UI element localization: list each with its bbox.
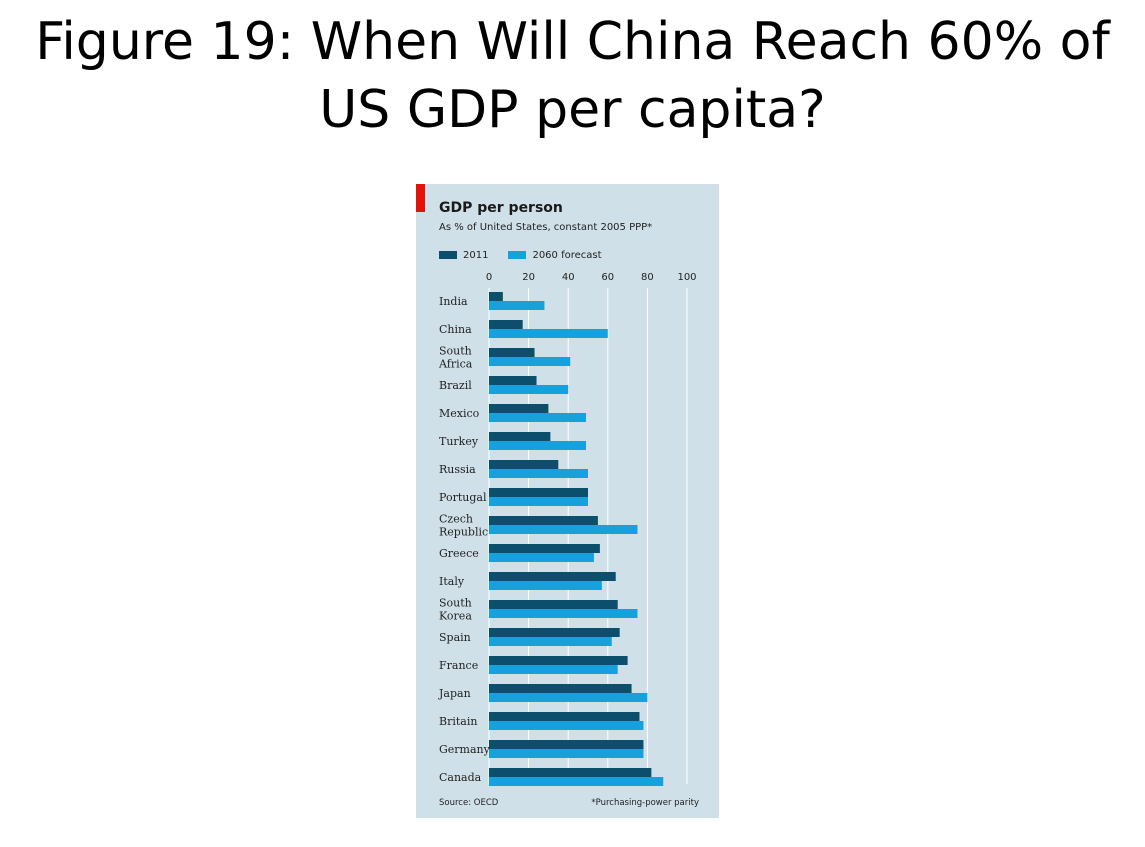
- x-tick-label-100: 100: [677, 272, 696, 283]
- category-label-spain: Spain: [439, 631, 471, 644]
- bar-2060-italy: [489, 581, 602, 590]
- category-label-czech-republic: Czech Republic: [439, 513, 488, 539]
- bar-2060-japan: [489, 693, 647, 702]
- bar-2060-britain: [489, 721, 643, 730]
- bar-2060-india: [489, 301, 544, 310]
- category-label-south-korea: South Korea: [439, 597, 472, 623]
- bar-2011-south-korea: [489, 600, 618, 609]
- bar-2060-brazil: [489, 385, 568, 394]
- bar-2060-mexico: [489, 413, 586, 422]
- category-label-portugal: Portugal: [439, 491, 487, 504]
- category-label-britain: Britain: [439, 715, 477, 728]
- chart-title: GDP per person: [439, 200, 563, 216]
- bar-2060-russia: [489, 469, 588, 478]
- category-label-china: China: [439, 323, 472, 336]
- bar-2060-portugal: [489, 497, 588, 506]
- bar-2011-spain: [489, 628, 620, 637]
- legend-item-2060: 2060 forecast: [508, 250, 601, 261]
- bar-2060-germany: [489, 749, 643, 758]
- category-label-india: India: [439, 295, 468, 308]
- chart-source: Source: OECD: [439, 798, 498, 808]
- bar-2060-south-korea: [489, 609, 638, 618]
- bar-2060-france: [489, 665, 618, 674]
- category-label-canada: Canada: [439, 771, 482, 784]
- bar-2060-turkey: [489, 441, 586, 450]
- bar-2011-britain: [489, 712, 639, 721]
- chart-panel: GDP per person As % of United States, co…: [416, 184, 719, 818]
- category-label-russia: Russia: [439, 463, 476, 476]
- bar-2060-czech-republic: [489, 525, 638, 534]
- slide-title: Figure 19: When Will China Reach 60% of …: [0, 8, 1145, 144]
- bar-2060-greece: [489, 553, 594, 562]
- bar-chart: 0 20 40 60 80 100 India China South Africa Brazil M…: [416, 268, 719, 794]
- x-tick-label-80: 80: [641, 272, 654, 283]
- legend-swatch-2011: [439, 251, 457, 259]
- bar-2011-italy: [489, 572, 616, 581]
- bar-2060-spain: [489, 637, 612, 646]
- chart-legend: 2011 2060 forecast: [439, 248, 622, 262]
- legend-item-2011: 2011: [439, 250, 488, 261]
- x-tick-label-60: 60: [601, 272, 614, 283]
- bar-2060-canada: [489, 777, 663, 786]
- category-label-brazil: Brazil: [439, 379, 472, 392]
- chart-subtitle: As % of United States, constant 2005 PPP…: [439, 222, 652, 233]
- bar-2011-germany: [489, 740, 643, 749]
- category-label-japan: Japan: [438, 687, 471, 700]
- bar-2011-czech-republic: [489, 516, 598, 525]
- bar-2011-china: [489, 320, 523, 329]
- x-tick-label-40: 40: [562, 272, 575, 283]
- legend-label-2060: 2060 forecast: [532, 250, 601, 261]
- x-tick-label-20: 20: [522, 272, 535, 283]
- bar-2011-south-africa: [489, 348, 535, 357]
- bar-2060-south-africa: [489, 357, 570, 366]
- bar-2011-france: [489, 656, 628, 665]
- x-tick-label-0: 0: [486, 272, 492, 283]
- category-label-greece: Greece: [439, 547, 479, 560]
- bar-2011-russia: [489, 460, 558, 469]
- category-label-germany: Germany: [439, 743, 491, 756]
- accent-tab: [416, 184, 425, 212]
- legend-swatch-2060: [508, 251, 526, 259]
- category-label-turkey: Turkey: [439, 435, 479, 448]
- category-label-south-africa: South Africa: [438, 345, 473, 371]
- bar-2011-india: [489, 292, 503, 301]
- category-label-italy: Italy: [439, 575, 465, 588]
- bar-2011-japan: [489, 684, 632, 693]
- bar-2011-turkey: [489, 432, 550, 441]
- bar-2011-canada: [489, 768, 651, 777]
- category-label-mexico: Mexico: [439, 407, 480, 420]
- bar-2060-china: [489, 329, 608, 338]
- bar-2011-portugal: [489, 488, 588, 497]
- bar-2011-mexico: [489, 404, 548, 413]
- chart-note: *Purchasing-power parity: [591, 798, 699, 808]
- bar-2011-brazil: [489, 376, 537, 385]
- bar-2011-greece: [489, 544, 600, 553]
- legend-label-2011: 2011: [463, 250, 488, 261]
- category-label-france: France: [439, 659, 478, 672]
